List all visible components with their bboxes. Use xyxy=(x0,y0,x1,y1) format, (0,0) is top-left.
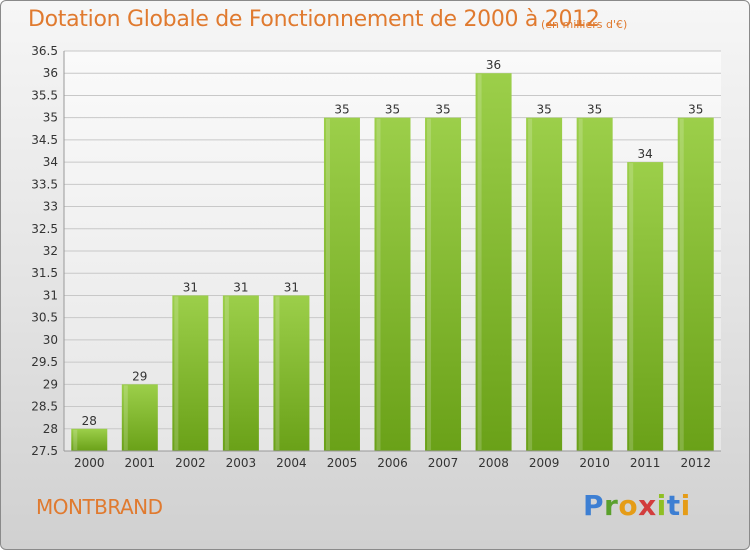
proxiti-logo: Proxiti xyxy=(583,489,691,522)
bar-highlight xyxy=(427,118,432,451)
bar-2006 xyxy=(374,117,411,452)
bar-2004 xyxy=(273,295,310,451)
bar-highlight xyxy=(679,118,684,451)
x-tick-label: 2012 xyxy=(680,456,711,470)
bar-highlight xyxy=(528,118,533,451)
x-tick-label: 2010 xyxy=(579,456,610,470)
logo-letter: P xyxy=(583,489,605,522)
y-tick-label: 31.5 xyxy=(31,266,58,280)
x-axis-tick-labels: 2000 2001 2002 2003 2004 2005 2006 2007 2008 2009… xyxy=(74,456,711,470)
y-tick-label: 29.5 xyxy=(31,355,58,369)
y-tick-label: 36 xyxy=(43,66,58,80)
bar-highlight xyxy=(325,118,330,451)
y-tick-label: 32.5 xyxy=(31,222,58,236)
logo-letter: i xyxy=(680,489,691,522)
bars xyxy=(71,73,714,452)
bar-2005 xyxy=(323,117,360,452)
y-tick-label: 32 xyxy=(43,244,58,258)
data-label: 35 xyxy=(587,103,602,117)
data-label: 34 xyxy=(638,147,653,161)
title-text: Dotation Globale de Fonctionnement de 20… xyxy=(28,7,600,32)
y-axis-tick-labels: 27.5 28 28.5 29 29.5 30 30.5 31 31.5 32 32.5 33 33.5… xyxy=(31,44,58,458)
data-label: 35 xyxy=(385,103,400,117)
data-label: 35 xyxy=(536,103,551,117)
data-label: 31 xyxy=(233,280,248,294)
x-tick-label: 2001 xyxy=(125,456,156,470)
x-tick-label: 2009 xyxy=(529,456,560,470)
bar-highlight xyxy=(477,74,482,450)
commune-name: MONTBRAND xyxy=(36,495,163,519)
bar-highlight xyxy=(224,296,229,450)
y-tick-label: 30 xyxy=(43,333,58,347)
x-tick-label: 2005 xyxy=(327,456,358,470)
x-tick-label: 2011 xyxy=(630,456,661,470)
data-label: 28 xyxy=(82,414,97,428)
bar-highlight xyxy=(73,429,78,450)
data-labels: 28 29 31 31 31 35 35 35 36 35 35 34 35 xyxy=(82,58,704,428)
data-label: 35 xyxy=(688,103,703,117)
bar-2012 xyxy=(677,117,714,452)
bar-2003 xyxy=(222,295,259,451)
bar-2010 xyxy=(576,117,613,452)
bar-highlight xyxy=(275,296,280,450)
y-tick-label: 36.5 xyxy=(31,44,58,58)
y-tick-label: 29 xyxy=(43,377,58,391)
x-tick-label: 2000 xyxy=(74,456,105,470)
y-tick-label: 34.5 xyxy=(31,133,58,147)
y-tick-label: 28.5 xyxy=(31,400,58,414)
bar-highlight xyxy=(578,118,583,451)
logo-letter: x xyxy=(638,489,657,522)
bar-2001 xyxy=(121,384,158,451)
y-tick-label: 34 xyxy=(43,155,58,169)
bar-highlight xyxy=(629,163,634,450)
data-label: 29 xyxy=(132,369,147,383)
bar-highlight xyxy=(123,385,128,450)
x-tick-label: 2003 xyxy=(226,456,257,470)
logo-letter: o xyxy=(618,489,639,522)
y-tick-label: 31 xyxy=(43,288,58,302)
y-tick-label: 33.5 xyxy=(31,177,58,191)
logo-letter: r xyxy=(604,489,619,522)
data-label: 36 xyxy=(486,58,501,72)
x-tick-label: 2002 xyxy=(175,456,206,470)
bar-2002 xyxy=(172,295,209,451)
y-tick-label: 28 xyxy=(43,422,58,436)
y-tick-label: 27.5 xyxy=(31,444,58,458)
data-label: 35 xyxy=(435,103,450,117)
x-tick-label: 2004 xyxy=(276,456,307,470)
data-label: 31 xyxy=(183,280,198,294)
bar-2000 xyxy=(71,428,108,451)
bar-highlight xyxy=(376,118,381,451)
logo-letter: i xyxy=(656,489,667,522)
y-tick-label: 33 xyxy=(43,200,58,214)
bar-2011 xyxy=(627,162,664,451)
bar-2008 xyxy=(475,73,512,451)
data-label: 35 xyxy=(334,103,349,117)
x-tick-label: 2006 xyxy=(377,456,408,470)
y-tick-label: 35.5 xyxy=(31,88,58,102)
y-tick-label: 30.5 xyxy=(31,311,58,325)
bar-highlight xyxy=(174,296,179,450)
y-tick-label: 35 xyxy=(43,111,58,125)
x-tick-label: 2007 xyxy=(428,456,459,470)
bar-2007 xyxy=(425,117,462,452)
logo-letter: t xyxy=(666,489,681,522)
unit-note: (en milliers d'€) xyxy=(541,18,628,31)
data-label: 31 xyxy=(284,280,299,294)
bar-2009 xyxy=(526,117,563,452)
x-tick-label: 2008 xyxy=(478,456,509,470)
